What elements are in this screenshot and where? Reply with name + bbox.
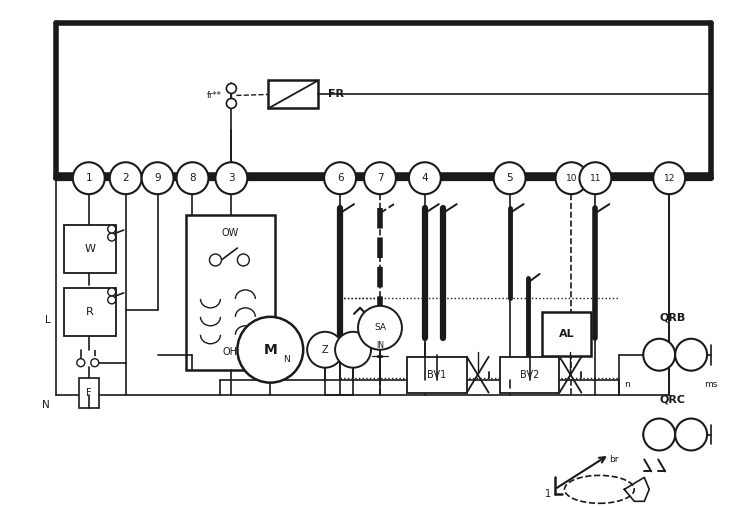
Text: QRC: QRC bbox=[659, 394, 685, 405]
Circle shape bbox=[110, 162, 141, 194]
Circle shape bbox=[227, 84, 236, 93]
Text: n: n bbox=[625, 380, 630, 389]
Circle shape bbox=[409, 162, 441, 194]
Text: OW: OW bbox=[221, 228, 239, 238]
Text: BV2: BV2 bbox=[520, 370, 539, 380]
Circle shape bbox=[141, 162, 174, 194]
Circle shape bbox=[358, 306, 402, 350]
Text: 12: 12 bbox=[663, 174, 675, 183]
Circle shape bbox=[675, 339, 707, 371]
Text: 9: 9 bbox=[154, 173, 161, 183]
Circle shape bbox=[494, 162, 526, 194]
Circle shape bbox=[580, 162, 611, 194]
Circle shape bbox=[653, 162, 685, 194]
Bar bbox=[64, 288, 116, 336]
Text: AL: AL bbox=[559, 329, 574, 339]
Text: 3: 3 bbox=[228, 173, 235, 183]
Circle shape bbox=[237, 317, 303, 383]
Text: fr**: fr** bbox=[206, 91, 221, 100]
Circle shape bbox=[108, 296, 116, 304]
Bar bbox=[269, 81, 318, 108]
Circle shape bbox=[215, 162, 248, 194]
Text: 6: 6 bbox=[337, 173, 343, 183]
Circle shape bbox=[556, 162, 587, 194]
Text: L: L bbox=[45, 315, 51, 325]
Bar bbox=[542, 312, 592, 356]
Circle shape bbox=[643, 419, 675, 450]
Text: 1: 1 bbox=[545, 489, 551, 499]
Circle shape bbox=[237, 254, 249, 266]
Text: M: M bbox=[263, 343, 278, 357]
Text: 7: 7 bbox=[377, 173, 383, 183]
Text: FR: FR bbox=[328, 89, 344, 99]
Circle shape bbox=[324, 162, 356, 194]
Text: 1: 1 bbox=[85, 173, 92, 183]
Text: F: F bbox=[86, 388, 91, 397]
Text: 4: 4 bbox=[422, 173, 428, 183]
Text: OH: OH bbox=[223, 347, 238, 357]
Bar bbox=[407, 357, 467, 392]
Circle shape bbox=[108, 288, 116, 296]
Circle shape bbox=[108, 233, 116, 241]
Circle shape bbox=[177, 162, 209, 194]
Circle shape bbox=[335, 332, 371, 368]
Circle shape bbox=[307, 332, 343, 368]
Circle shape bbox=[108, 225, 116, 233]
Bar bbox=[500, 357, 560, 392]
Bar bbox=[79, 378, 99, 408]
Text: ms: ms bbox=[705, 380, 718, 389]
Text: br: br bbox=[610, 455, 619, 464]
Text: SA: SA bbox=[374, 323, 386, 332]
Circle shape bbox=[643, 339, 675, 371]
Circle shape bbox=[675, 419, 707, 450]
Text: W: W bbox=[85, 244, 95, 254]
Text: 10: 10 bbox=[565, 174, 577, 183]
Text: N: N bbox=[283, 355, 290, 364]
Bar bbox=[64, 225, 116, 273]
Text: N: N bbox=[42, 400, 50, 410]
Circle shape bbox=[73, 162, 105, 194]
Text: QRB: QRB bbox=[659, 313, 685, 323]
Circle shape bbox=[77, 359, 85, 367]
Text: R: R bbox=[86, 307, 94, 317]
Circle shape bbox=[91, 359, 99, 367]
Text: Z: Z bbox=[322, 345, 328, 355]
Text: IN: IN bbox=[376, 341, 384, 350]
Circle shape bbox=[227, 98, 236, 108]
Text: 2: 2 bbox=[123, 173, 129, 183]
Circle shape bbox=[364, 162, 396, 194]
Text: 5: 5 bbox=[506, 173, 513, 183]
Circle shape bbox=[209, 254, 221, 266]
Text: 8: 8 bbox=[189, 173, 196, 183]
Bar bbox=[186, 215, 275, 370]
Text: BV1: BV1 bbox=[427, 370, 447, 380]
Text: 11: 11 bbox=[589, 174, 601, 183]
